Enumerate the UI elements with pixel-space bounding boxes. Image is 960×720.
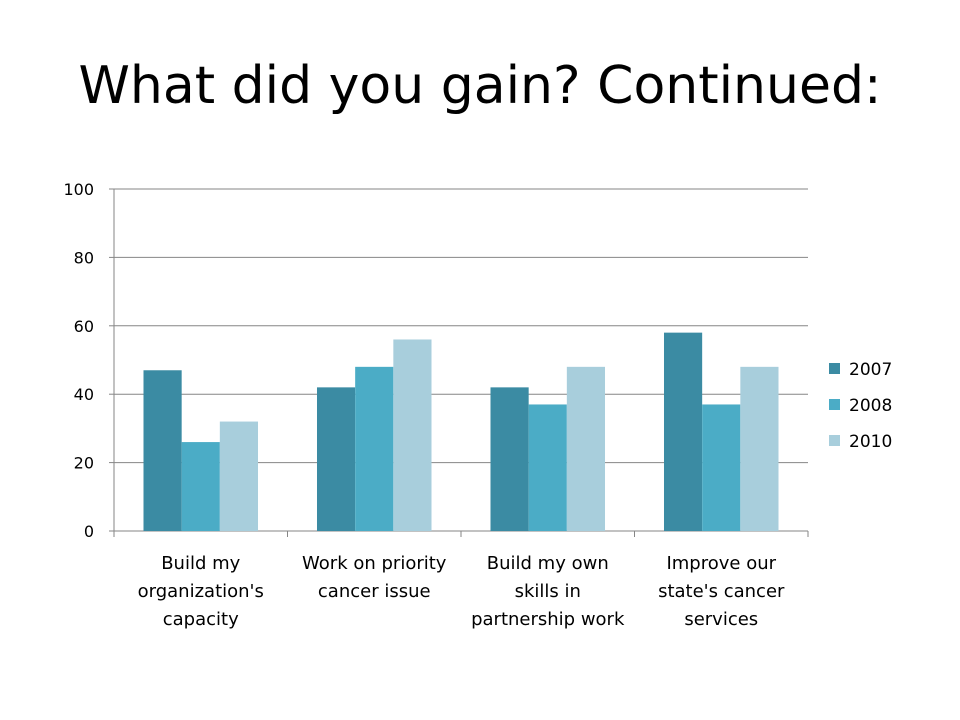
x-category-label: cancer issue: [318, 581, 431, 602]
x-category-label: Build my: [161, 553, 240, 574]
x-category-label: Improve our: [666, 553, 776, 574]
x-category-label: partnership work: [471, 609, 625, 630]
x-category-label: state's cancer: [658, 581, 785, 602]
x-category-labels: Build my organization's capacity Work on pr…: [138, 553, 785, 630]
x-category-label: capacity: [163, 609, 239, 630]
legend: 2007 2008 2010: [829, 360, 892, 452]
y-tick-label: 60: [74, 317, 94, 336]
x-category-label: skills in: [515, 581, 581, 602]
legend-swatch-2010: [829, 435, 840, 446]
x-category-label: Build my own: [487, 553, 609, 574]
legend-label-2010: 2010: [849, 432, 892, 452]
y-tick-label: 40: [74, 385, 94, 404]
legend-label-2007: 2007: [849, 360, 892, 380]
bar-2007-0: [143, 370, 182, 531]
bar-2010-2: [566, 366, 606, 531]
bar-2010-3: [740, 366, 779, 531]
y-tick-label: 100: [63, 180, 94, 199]
x-category-label: Work on priority: [302, 553, 447, 574]
bar-2008-0: [181, 442, 220, 531]
y-tick-labels: 0 20 40 60 80 100: [63, 180, 94, 541]
x-category-label: organization's: [138, 581, 264, 602]
bar-2007-1: [316, 387, 356, 531]
legend-swatch-2007: [829, 363, 840, 374]
slide-title: What did you gain? Continued:: [78, 56, 882, 116]
bar-2008-3: [702, 404, 741, 531]
legend-label-2008: 2008: [849, 396, 892, 416]
bar-2008-1: [355, 366, 394, 531]
x-category-label: services: [684, 609, 758, 630]
bar-2007-2: [490, 387, 529, 531]
bar-2008-2: [528, 404, 567, 531]
bar-2010-0: [219, 421, 259, 531]
bar-2010-1: [393, 339, 432, 531]
bars: [143, 332, 779, 531]
bar-2007-3: [663, 332, 703, 531]
y-tick-label: 80: [74, 248, 94, 267]
legend-swatch-2008: [829, 399, 840, 410]
y-tick-label: 20: [74, 454, 94, 473]
y-tick-label: 0: [84, 522, 94, 541]
